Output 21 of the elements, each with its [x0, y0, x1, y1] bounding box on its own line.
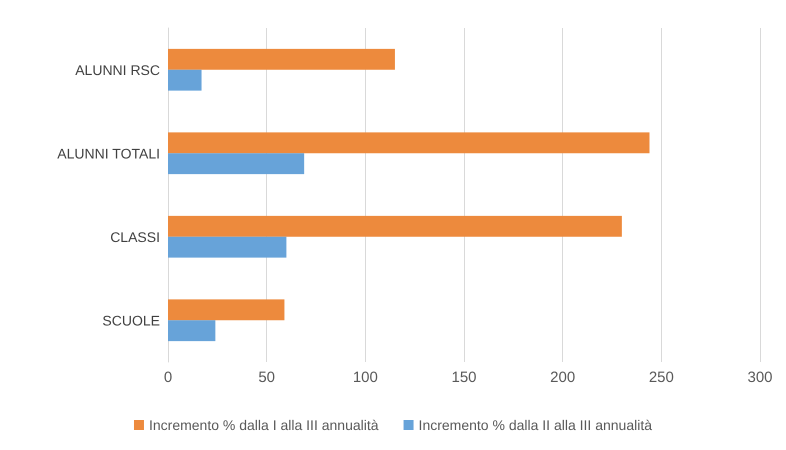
bar — [168, 216, 622, 237]
bar — [168, 299, 284, 320]
bar — [168, 132, 650, 154]
y-tick-label: ALUNNI RSC — [75, 62, 160, 78]
x-tick-label: 100 — [352, 369, 378, 386]
x-tick-label: 200 — [550, 369, 576, 386]
bar — [168, 48, 395, 70]
x-tick-label: 0 — [164, 369, 172, 386]
bar — [168, 70, 202, 91]
legend-label: Incremento % dalla I alla III annualità — [148, 417, 379, 433]
legend-label: Incremento % dalla II alla III annualità — [418, 417, 652, 433]
x-tick-label: 50 — [258, 369, 276, 386]
bar — [168, 320, 216, 342]
y-tick-label: ALUNNI TOTALI — [57, 145, 160, 162]
x-tick-label: 250 — [648, 369, 674, 386]
bar — [168, 153, 304, 174]
x-tick-label: 150 — [451, 369, 477, 386]
bar — [168, 236, 286, 258]
y-tick-label: SCUOLE — [102, 312, 160, 328]
x-tick-label: 300 — [747, 369, 773, 386]
y-tick-label: CLASSI — [110, 228, 160, 245]
